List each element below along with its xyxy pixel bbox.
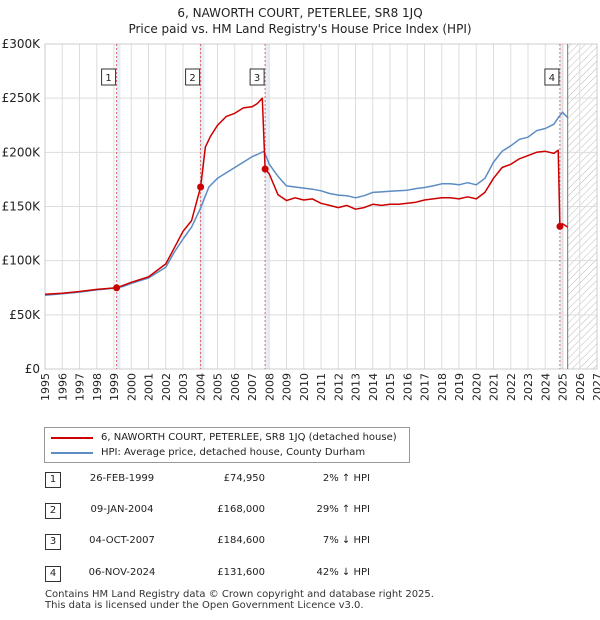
sale-label: 2 xyxy=(189,73,195,84)
sale-date: 26-FEB-1999 xyxy=(89,473,155,484)
y-tick-label: £100K xyxy=(2,254,42,268)
sale-point xyxy=(113,284,121,292)
property-series-line xyxy=(44,97,569,296)
legend-label-property: 6, NAWORTH COURT, PETERLEE, SR8 1JQ (det… xyxy=(101,432,397,443)
sale-number: 1 xyxy=(45,472,61,488)
sale-price: £168,000 xyxy=(217,504,265,515)
chart-subtitle: Price paid vs. HM Land Registry's House … xyxy=(128,22,472,36)
x-tick-label: 2002 xyxy=(160,373,173,401)
plot-area xyxy=(44,43,598,370)
sale-label-box xyxy=(249,68,265,86)
x-tick-label: 2025 xyxy=(557,373,570,401)
sale-number: 4 xyxy=(45,566,61,582)
x-tick-label: 2024 xyxy=(539,373,552,401)
x-tick-label: 2006 xyxy=(229,373,242,401)
x-tick-label: 1996 xyxy=(56,373,69,401)
y-tick-label: £250K xyxy=(2,91,42,105)
x-tick-label: 2023 xyxy=(522,373,535,401)
sale-price: £74,950 xyxy=(223,473,265,484)
x-tick-label: 2019 xyxy=(453,373,466,401)
sale-hpi-change: 42% ↓ HPI xyxy=(316,567,370,578)
x-tick-label: 2018 xyxy=(436,373,449,401)
x-tick-label: 2027 xyxy=(591,373,600,401)
footer-copyright: Contains HM Land Registry data © Crown c… xyxy=(45,589,434,600)
x-tick-label: 2016 xyxy=(401,373,414,401)
chart-legend: 6, NAWORTH COURT, PETERLEE, SR8 1JQ (det… xyxy=(44,427,410,463)
sale-hpi-change: 7% ↓ HPI xyxy=(322,535,370,546)
footer-licence: This data is licensed under the Open Gov… xyxy=(45,600,364,611)
sale-date: 06-NOV-2024 xyxy=(88,567,156,578)
sale-label: 4 xyxy=(549,73,555,84)
x-tick-label: 2012 xyxy=(332,373,345,401)
sale-label: 3 xyxy=(254,73,260,84)
sale-hpi-change: 29% ↑ HPI xyxy=(316,504,370,515)
sale-price: £184,600 xyxy=(217,535,265,546)
sale-point xyxy=(197,183,205,191)
sale-date: 04-OCT-2007 xyxy=(89,535,155,546)
y-tick-label: £50K xyxy=(9,308,41,322)
chart-title: 6, NAWORTH COURT, PETERLEE, SR8 1JQ xyxy=(177,6,423,20)
x-tick-label: 2022 xyxy=(505,373,518,401)
sale-label-box xyxy=(544,68,560,86)
x-tick-label: 2008 xyxy=(263,373,276,401)
x-tick-label: 2000 xyxy=(125,373,138,401)
sale-price: £131,600 xyxy=(217,567,265,578)
sale-label: 1 xyxy=(105,73,111,84)
y-tick-label: £0 xyxy=(25,362,40,376)
legend-swatch-property xyxy=(51,437,93,439)
price-chart: £0 £50K £100K £150K £200K £250K £300K 1995 1996 1… xyxy=(2,37,600,401)
legend-label-hpi: HPI: Average price, detached house, Coun… xyxy=(101,447,366,458)
sale-row: 4 06-NOV-2024 £131,600 42% ↓ HPI xyxy=(0,566,600,584)
sale-row: 1 26-FEB-1999 £74,950 2% ↑ HPI xyxy=(0,472,600,490)
x-tick-label: 2011 xyxy=(315,373,328,401)
x-tick-label: 2017 xyxy=(419,373,432,401)
hpi-series-line xyxy=(44,111,569,297)
x-tick-label: 1998 xyxy=(91,373,104,401)
x-tick-label: 2003 xyxy=(177,373,190,401)
sale-number: 2 xyxy=(45,503,61,519)
sale-date: 09-JAN-2004 xyxy=(90,504,154,515)
x-tick-label: 2013 xyxy=(350,373,363,401)
sale-row: 3 04-OCT-2007 £184,600 7% ↓ HPI xyxy=(0,534,600,552)
y-tick-label: £300K xyxy=(2,37,42,51)
sale-point xyxy=(261,165,269,173)
x-tick-label: 2005 xyxy=(212,373,225,401)
x-tick-label: 1995 xyxy=(39,373,52,401)
x-tick-label: 2009 xyxy=(281,373,294,401)
x-tick-label: 2014 xyxy=(367,373,380,401)
sale-number: 3 xyxy=(45,534,61,550)
sale-point xyxy=(556,222,564,230)
x-tick-label: 2021 xyxy=(488,373,501,401)
sale-label-box xyxy=(185,68,201,86)
x-tick-label: 2007 xyxy=(246,373,259,401)
x-tick-label: 2015 xyxy=(384,373,397,401)
y-tick-label: £150K xyxy=(2,200,42,214)
x-tick-label: 2001 xyxy=(143,373,156,401)
legend-swatch-hpi xyxy=(51,452,93,454)
x-tick-label: 1997 xyxy=(74,373,87,401)
sale-row: 2 09-JAN-2004 £168,000 29% ↑ HPI xyxy=(0,503,600,521)
sale-label-box xyxy=(101,68,117,86)
x-tick-label: 2004 xyxy=(194,373,207,401)
x-tick-label: 2026 xyxy=(574,373,587,401)
x-tick-label: 1999 xyxy=(108,373,121,401)
y-tick-label: £200K xyxy=(2,145,42,159)
footer-attribution: Contains HM Land Registry data © Crown c… xyxy=(45,589,434,611)
sale-hpi-change: 2% ↑ HPI xyxy=(322,473,370,484)
x-tick-label: 2020 xyxy=(470,373,483,401)
x-tick-label: 2010 xyxy=(298,373,311,401)
